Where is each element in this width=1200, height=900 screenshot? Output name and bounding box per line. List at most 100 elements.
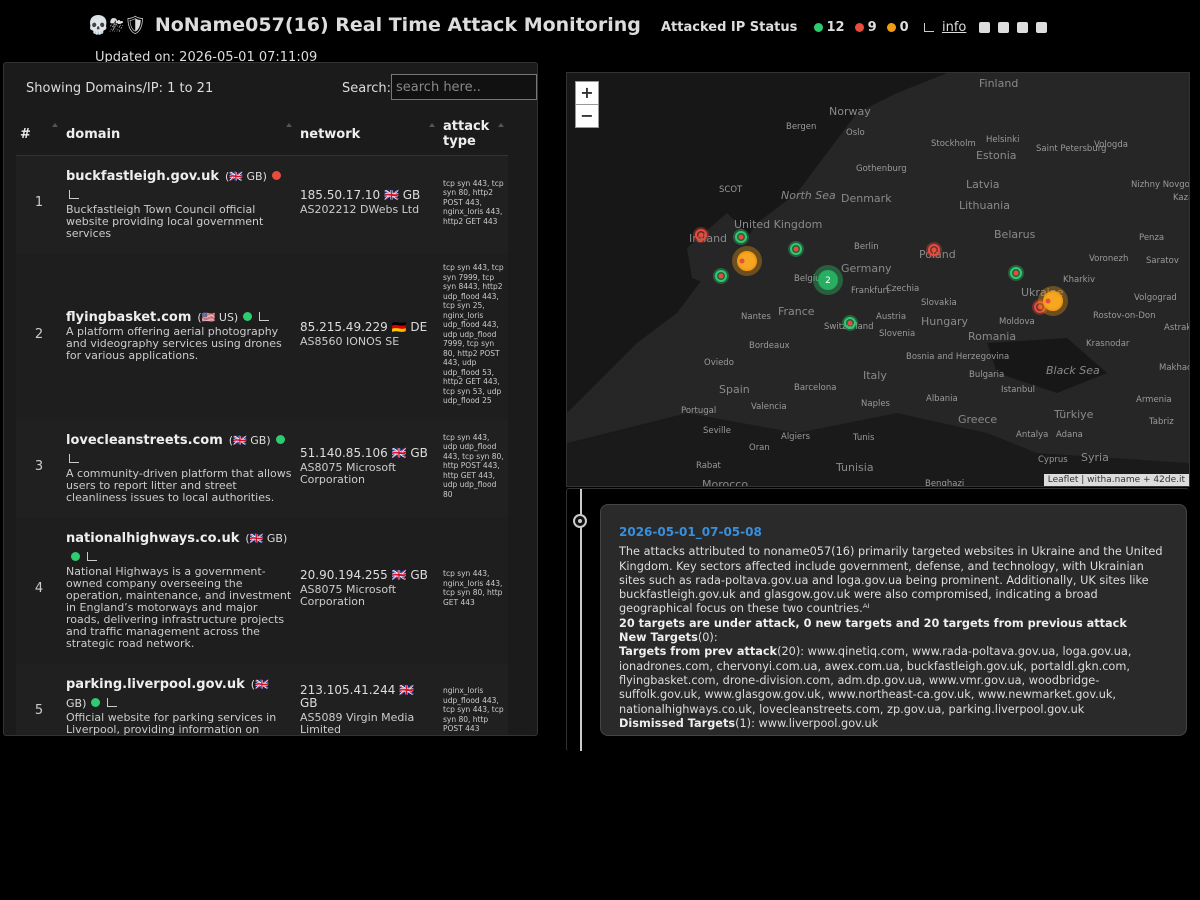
ip-address: 213.105.41.244 🇬🇧 GB <box>300 683 415 710</box>
social-icon[interactable] <box>997 22 1009 33</box>
search-label: Search: <box>342 81 392 96</box>
attack-marker-core <box>931 247 937 253</box>
dismissed-list: (1): www.liverpool.gov.uk <box>735 716 879 730</box>
domain-country: (🇬🇧 GB) <box>228 433 271 447</box>
map-label: Latvia <box>966 178 1000 191</box>
domain-line: nationalhighways.co.uk (🇬🇧 GB) <box>66 527 292 565</box>
map-label: Austria <box>876 312 906 322</box>
new-label: New Targets <box>619 631 698 645</box>
chart-icon[interactable] <box>87 551 97 561</box>
network-cell: 185.50.17.10 🇬🇧 GB AS202212 DWebs Ltd <box>296 155 439 254</box>
column-header[interactable]: # <box>16 113 62 156</box>
map-label: Saint Petersburg <box>1036 144 1106 154</box>
map-label: Rostov-on-Don <box>1093 311 1156 321</box>
social-icon[interactable] <box>978 22 990 33</box>
row-number: 1 <box>16 155 62 254</box>
social-icon[interactable] <box>1016 22 1028 33</box>
status-dot <box>275 434 285 444</box>
map-label: Morocco <box>702 478 748 486</box>
status-dot <box>854 23 864 32</box>
timeline-card: 2026-05-01_07-05-08 The attacks attribut… <box>600 504 1187 736</box>
attack-marker[interactable] <box>1010 267 1022 279</box>
chart-icon[interactable] <box>107 697 118 707</box>
column-header[interactable]: network <box>296 113 439 156</box>
table-row: 2 flyingbasket.com (🇺🇸 US) A platform offer… <box>16 254 508 420</box>
map-label: Italy <box>863 369 887 382</box>
row-number: 3 <box>16 419 62 518</box>
chart-icon[interactable] <box>69 190 79 199</box>
map-label: Algiers <box>781 432 811 442</box>
as-name: AS8560 IONOS SE <box>300 334 400 348</box>
status-count: 12 <box>826 20 845 35</box>
domain-cell: parking.liverpool.gov.uk (🇬🇧 GB) Official … <box>62 663 296 736</box>
map-label: Vologda <box>1094 140 1128 150</box>
map-label: Oviedo <box>704 358 734 368</box>
logo-icons: 💀⛈🛡 <box>87 15 147 36</box>
map-label: Voronezh <box>1089 254 1128 264</box>
map-label: Greece <box>958 413 997 426</box>
domain-country: (🇬🇧 GB) <box>225 170 267 183</box>
domain-name[interactable]: nationalhighways.co.uk <box>66 530 240 546</box>
map-label: Norway <box>829 105 871 118</box>
domain-name[interactable]: flyingbasket.com <box>66 310 192 326</box>
attack-marker[interactable] <box>737 251 757 271</box>
rss-icon[interactable] <box>1035 22 1047 33</box>
map-label: Saratov <box>1146 256 1179 266</box>
cluster-count: 2 <box>825 276 831 286</box>
column-header[interactable]: domain <box>62 113 296 156</box>
ip-address: 51.140.85.106 🇬🇧 GB <box>300 445 428 460</box>
domain-description: Official website for parking services in… <box>66 710 277 736</box>
timeline-axis <box>573 489 587 751</box>
chart-icon[interactable] <box>69 453 79 463</box>
domain-name[interactable]: buckfastleigh.gov.uk <box>66 169 220 184</box>
map[interactable]: Finland Norway Bergen Oslo Stockholm Helsinki… <box>566 72 1190 487</box>
attack-types: nginx_loris udp_flood 443, tcp syn 443, … <box>439 663 508 735</box>
attack-marker[interactable] <box>928 244 940 256</box>
cluster[interactable] <box>818 270 838 290</box>
zoom-in[interactable]: + <box>575 81 599 105</box>
status-dot <box>71 551 80 561</box>
attack-marker[interactable] <box>715 270 727 282</box>
as-name: AS202212 DWebs Ltd <box>300 203 420 216</box>
ip-address: 20.90.194.255 🇬🇧 GB <box>300 567 428 582</box>
attack-marker[interactable] <box>844 317 856 329</box>
map-label: Gothenburg <box>856 164 907 174</box>
map-label: Germany <box>841 262 892 275</box>
search-input[interactable] <box>391 74 537 100</box>
column-header[interactable]: attack type <box>439 113 508 156</box>
attack-marker[interactable] <box>695 229 707 241</box>
info-link[interactable]: info <box>941 20 967 35</box>
table-row: 1 buckfastleigh.gov.uk (🇬🇧 GB) Buckfastleig… <box>16 155 508 254</box>
map-label: Lithuania <box>959 199 1010 212</box>
map-label: Bergen <box>786 122 816 132</box>
table-row: 3 lovecleanstreets.com (🇬🇧 GB) A community-… <box>16 419 508 518</box>
zoom-out[interactable]: − <box>575 104 599 128</box>
attack-marker[interactable] <box>790 243 802 255</box>
attack-marker-core <box>698 232 704 238</box>
domain-line: flyingbasket.com (🇺🇸 US) <box>66 306 292 325</box>
attack-marker[interactable] <box>1043 291 1063 311</box>
chart-icon[interactable] <box>259 312 270 322</box>
map-label: United Kingdom <box>734 218 822 231</box>
map-label: Spain <box>719 383 750 396</box>
attribution[interactable]: Leaflet | witha.name + 42de.it <box>1043 474 1189 486</box>
attack-marker-core <box>1013 270 1019 276</box>
status-count: 9 <box>867 20 877 35</box>
header: 💀⛈🛡 NoName057(16) Real Time Attack Monit… <box>87 10 1117 73</box>
domain-country: (🇺🇸 US) <box>197 311 239 325</box>
map-label: Bosnia and Herzegovina <box>906 352 1009 362</box>
domain-description: A community-driven platform that allows … <box>66 466 292 504</box>
status-dot <box>243 312 253 322</box>
map-label: Kharkiv <box>1063 275 1095 285</box>
map-label: Kazan <box>1173 193 1189 203</box>
domain-name[interactable]: parking.liverpool.gov.uk <box>66 676 245 692</box>
domain-name[interactable]: lovecleanstreets.com <box>66 432 223 448</box>
as-name: AS8075 Microsoft Corporation <box>300 582 397 608</box>
attack-marker[interactable] <box>735 231 747 243</box>
sort-icon <box>52 123 58 127</box>
map-label: Naples <box>861 399 891 409</box>
ip-address: 85.215.49.229 🇩🇪 DE <box>300 319 428 334</box>
attack-marker-core <box>847 320 853 326</box>
map-label: Benghazi <box>925 479 964 486</box>
